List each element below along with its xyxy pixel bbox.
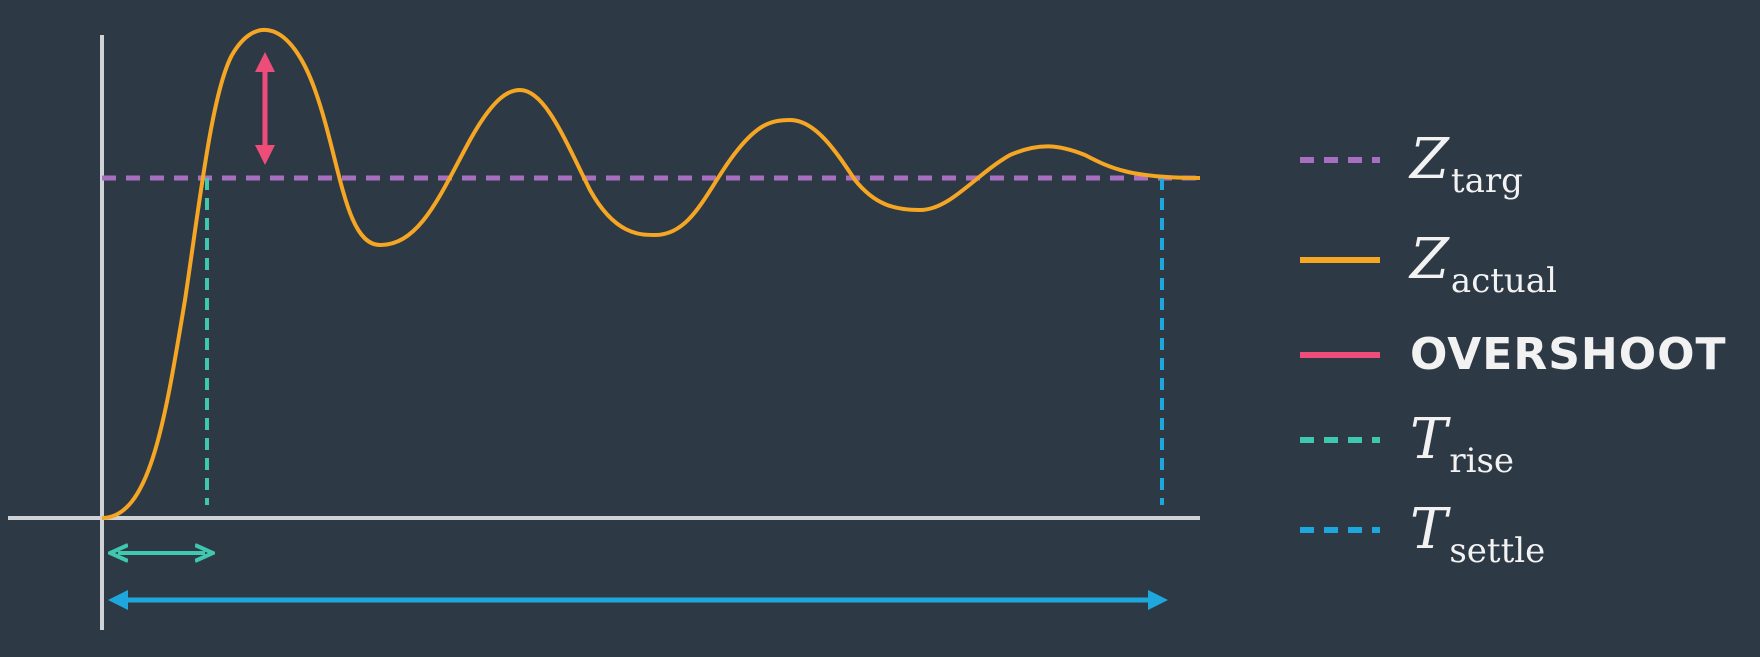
legend-swatch-target (1300, 157, 1380, 163)
legend-swatch-settle (1300, 527, 1380, 533)
legend-label-actual: Zactual (1410, 227, 1557, 302)
legend-label-settle: Tsettle (1410, 497, 1545, 572)
legend-label-target: Ztarg (1410, 127, 1523, 202)
legend-sub-rise: rise (1449, 441, 1515, 481)
legend-label-overshoot: OVERSHOOT (1410, 325, 1727, 385)
legend-swatch-rise (1300, 437, 1380, 443)
legend-main-rise: T (1410, 407, 1448, 472)
legend-swatch-overshoot (1300, 352, 1380, 358)
legend-sub-actual: actual (1450, 261, 1557, 301)
legend-swatch-actual (1300, 257, 1380, 263)
legend-main-actual: Z (1410, 227, 1449, 292)
legend-sub-settle: settle (1449, 531, 1546, 571)
legend-main-target: Z (1410, 127, 1449, 192)
legend-main-overshoot: OVERSHOOT (1410, 329, 1727, 380)
legend-label-rise: Trise (1410, 407, 1514, 482)
legend-sub-target: targ (1450, 161, 1523, 201)
actual-response-curve (101, 27, 1201, 520)
legend-main-settle: T (1410, 497, 1448, 562)
